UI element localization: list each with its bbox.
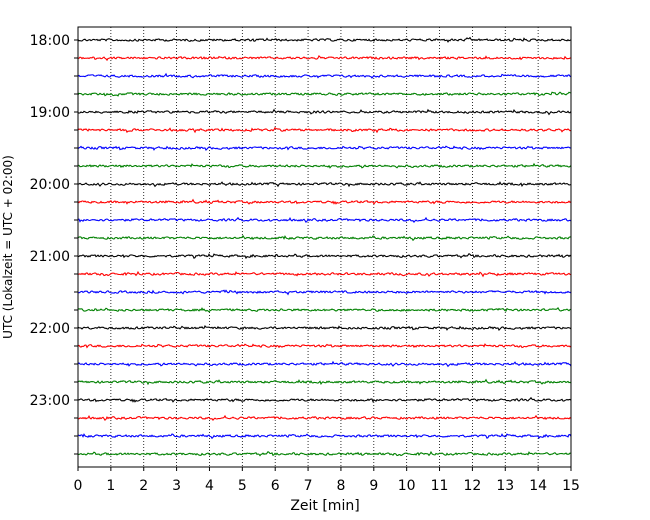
trace-row	[77, 36, 572, 43]
x-tick-label: 1	[106, 478, 115, 494]
y-tick-label: 22:00	[30, 321, 70, 337]
x-tick-label: 11	[431, 478, 449, 494]
trace-row	[77, 181, 572, 188]
trace-row	[77, 306, 572, 313]
y-tick-label: 19:00	[30, 105, 70, 121]
trace-row	[77, 324, 572, 331]
x-tick-label: 0	[74, 478, 83, 494]
x-tick-label: 9	[369, 478, 378, 494]
trace-row	[77, 91, 572, 97]
plot-frame	[77, 26, 572, 468]
trace-row	[77, 270, 572, 278]
x-axis-label: Zeit [min]	[290, 498, 359, 514]
x-tick-label: 4	[205, 478, 214, 494]
trace-row	[77, 55, 572, 62]
y-tick-label: 21:00	[30, 249, 70, 265]
trace-row	[77, 216, 572, 224]
trace-layer	[77, 36, 572, 457]
trace-row	[77, 145, 572, 151]
trace-row	[77, 289, 572, 296]
trace-row	[77, 72, 572, 79]
x-tick-label: 8	[336, 478, 345, 494]
x-tick-label: 5	[238, 478, 247, 494]
trace-row	[77, 433, 572, 440]
x-tick-label: 13	[496, 478, 514, 494]
x-tick-label: 7	[304, 478, 313, 494]
trace-row	[77, 414, 572, 422]
trace-row	[77, 343, 572, 349]
y-tick-label: 23:00	[30, 393, 70, 409]
trace-row	[77, 162, 572, 169]
grid-layer	[110, 27, 539, 467]
x-tick-label: 6	[271, 478, 280, 494]
trace-row	[77, 396, 572, 403]
trace-row	[77, 108, 572, 116]
trace-row	[77, 378, 572, 386]
trace-row	[77, 252, 572, 260]
trace-row	[77, 198, 572, 205]
x-tick-label: 2	[139, 478, 148, 494]
y-axis: 18:00 19:00 20:00 21:00 22:00 23:00	[30, 33, 78, 455]
x-tick-label: 14	[529, 478, 547, 494]
x-tick-label: 12	[463, 478, 481, 494]
y-axis-label: UTC (Lokalzeit = UTC + 02:00)	[1, 155, 15, 339]
trace-row	[77, 126, 572, 134]
x-axis: 0 1 2 3 4 5 6 7 8 9 10 11 12 13 14 15	[74, 467, 580, 494]
y-tick-label: 18:00	[30, 33, 70, 49]
y-tick-label: 20:00	[30, 177, 70, 193]
x-tick-label: 3	[172, 478, 181, 494]
trace-row	[77, 360, 572, 368]
x-tick-label: 10	[398, 478, 416, 494]
trace-row	[77, 234, 572, 242]
trace-row	[77, 450, 572, 457]
x-tick-label: 15	[562, 478, 580, 494]
